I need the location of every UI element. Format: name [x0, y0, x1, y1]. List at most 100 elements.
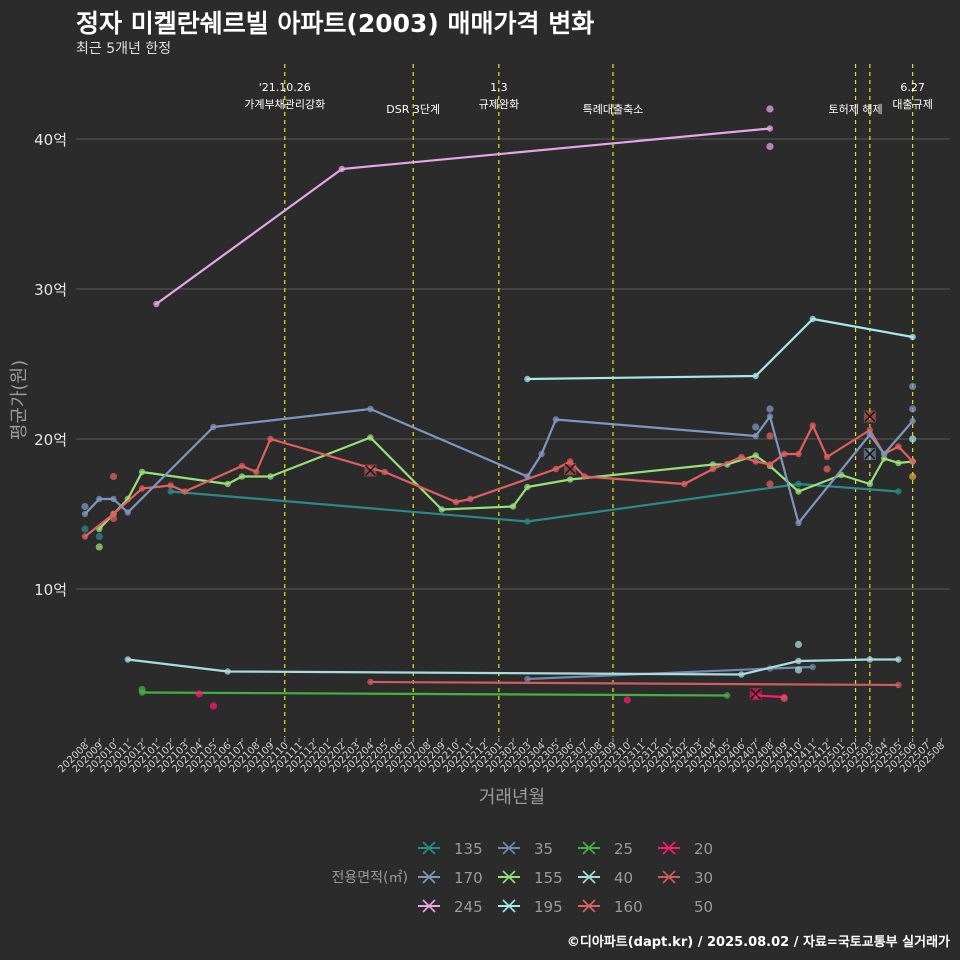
- data-point-170: [795, 519, 802, 527]
- event-label: 1.3: [490, 81, 508, 94]
- data-point-160: [681, 480, 688, 488]
- series-line-155: [98, 436, 914, 531]
- legend-key-cross-195: [502, 899, 516, 913]
- data-point-155: [880, 455, 888, 462]
- data-point-160: [709, 465, 717, 473]
- legend-key-cross-25: [582, 841, 596, 855]
- scatter-point-170: [766, 405, 774, 413]
- data-point-25: [723, 692, 731, 699]
- cross-marker-20: [750, 688, 762, 700]
- scatter-point-160: [109, 514, 118, 523]
- legend-key-cross-135: [422, 841, 436, 855]
- legend-title: 전용면적(㎡): [332, 870, 408, 886]
- chart-title: 정자 미켈란쉐르빌 아파트(2003) 매매가격 변화: [76, 9, 595, 38]
- scatter-point-40: [909, 435, 917, 443]
- legend-label-170: 170: [454, 869, 483, 887]
- y-tick-label: 10억: [34, 581, 67, 599]
- data-point-155: [866, 480, 874, 488]
- data-point-245: [766, 125, 774, 132]
- data-point-155: [438, 506, 445, 513]
- event-label: 6.27: [900, 81, 925, 94]
- data-point-155: [524, 483, 531, 491]
- data-point-160: [267, 435, 274, 443]
- data-point-155: [238, 473, 246, 480]
- event-label: 대출규제: [892, 98, 932, 111]
- data-point-160: [581, 473, 588, 480]
- data-point-195: [809, 315, 816, 323]
- source-caption: ©디아파트(dapt.kr) / 2025.08.02 / 자료=국토교통부 실…: [566, 935, 950, 950]
- data-point-160: [81, 533, 89, 540]
- legend-label-160: 160: [614, 898, 643, 916]
- legend-key-cross-170: [422, 870, 436, 884]
- data-point-160: [781, 450, 788, 458]
- y-tick-label: 40억: [34, 131, 67, 149]
- data-point-160: [138, 485, 146, 492]
- data-point-160: [167, 482, 174, 489]
- data-point-170: [538, 450, 545, 458]
- data-point-160: [909, 458, 916, 465]
- legend-label-50: 50: [694, 898, 713, 916]
- data-point-195: [524, 375, 531, 383]
- data-point-35: [524, 675, 531, 683]
- data-point-155: [795, 488, 802, 495]
- data-point-30: [367, 678, 374, 686]
- data-point-135: [795, 480, 802, 488]
- cross-marker-160: [564, 463, 576, 475]
- scatter-point-170: [81, 502, 89, 511]
- legend-key-cross-35: [502, 841, 516, 855]
- data-point-155: [566, 476, 574, 483]
- data-point-160: [467, 495, 474, 503]
- data-point-170: [766, 413, 774, 420]
- data-point-170: [367, 405, 374, 413]
- scatter-point-160: [766, 480, 774, 488]
- data-point-160: [895, 443, 902, 450]
- scatter-point-135: [81, 525, 89, 533]
- data-point-160: [866, 426, 874, 434]
- data-point-40: [795, 657, 802, 665]
- series-line-135: [169, 482, 900, 523]
- data-point-160: [823, 453, 831, 461]
- data-point-40: [866, 656, 874, 663]
- scatter-point-245: [766, 105, 774, 113]
- series-line-25: [141, 691, 729, 697]
- chart-subtitle: 최근 5개년 한정: [76, 41, 172, 57]
- data-point-170: [552, 416, 560, 423]
- data-point-155: [709, 461, 717, 468]
- scatter-point-40: [794, 666, 803, 674]
- y-axis-title: 평균가(원): [9, 360, 30, 440]
- data-point-135: [167, 488, 174, 495]
- scatter-point-160: [766, 432, 774, 440]
- scatter-point-160: [823, 465, 831, 473]
- data-point-170: [124, 509, 132, 516]
- legend-label-155: 155: [534, 869, 563, 887]
- legend-label-30: 30: [694, 869, 713, 887]
- data-point-195: [752, 372, 759, 380]
- legend-label-40: 40: [614, 869, 633, 887]
- event-label: 토허제 해제: [829, 102, 883, 116]
- cross-marker-170: [864, 448, 876, 460]
- series-line-245: [155, 127, 772, 306]
- data-point-160: [752, 458, 759, 465]
- series-line-40: [126, 658, 900, 676]
- legend-key-cross-30: [662, 870, 676, 884]
- data-point-160: [253, 468, 260, 476]
- legend-key-cross-40: [582, 870, 596, 884]
- legend-label-135: 135: [454, 840, 483, 858]
- legend-key-cross-20: [662, 841, 676, 855]
- data-point-160: [795, 450, 802, 458]
- data-point-30: [895, 681, 902, 689]
- x-axis-title: 거래년월: [479, 787, 545, 808]
- event-label: 규제완화: [479, 98, 519, 111]
- scatter-point-135: [95, 532, 103, 541]
- scatter-point-170: [909, 405, 917, 413]
- data-point-155: [509, 503, 517, 510]
- data-point-170: [866, 431, 874, 438]
- scatter-point-170: [752, 423, 760, 431]
- event-label: DSR 3단계: [386, 103, 440, 116]
- data-point-135: [895, 488, 902, 495]
- data-point-40: [738, 671, 745, 678]
- event-label: 특례대출축소: [583, 103, 644, 116]
- y-tick-label: 30억: [34, 281, 67, 299]
